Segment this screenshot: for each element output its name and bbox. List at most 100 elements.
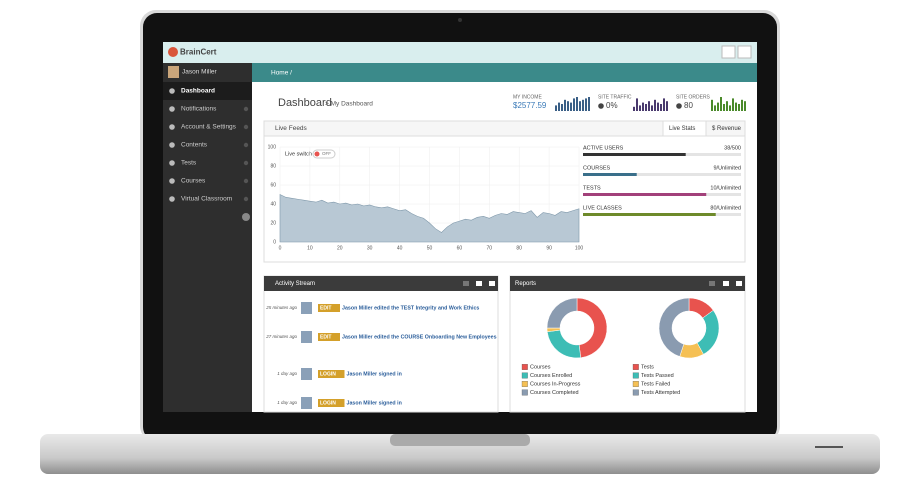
- legend-label: Tests Failed: [641, 381, 670, 387]
- stat-label: ACTIVE USERS: [583, 145, 624, 151]
- menu-item[interactable]: Notifications: [181, 106, 217, 113]
- avatar: [301, 302, 312, 314]
- avatar: [301, 368, 312, 380]
- menu-item[interactable]: Tests: [181, 160, 197, 167]
- tag-bg: [318, 399, 345, 407]
- indicator: [815, 446, 843, 448]
- stat-value: 0%: [606, 101, 618, 110]
- x-tick-label: 100: [575, 245, 584, 251]
- panel-control[interactable]: [489, 281, 495, 286]
- x-tick-label: 80: [516, 245, 522, 251]
- spark-bar: [633, 106, 635, 111]
- legend-label: Courses In-Progress: [530, 381, 581, 387]
- spark-bar: [570, 102, 572, 111]
- tab-active[interactable]: [662, 120, 707, 137]
- x-tick-label: 70: [487, 245, 493, 251]
- panel-control[interactable]: [476, 281, 482, 286]
- stat-icon: [598, 103, 604, 109]
- logo-icon: [168, 47, 178, 57]
- y-tick-label: 40: [270, 201, 276, 207]
- menu-button[interactable]: [737, 45, 752, 59]
- menu-icon: [169, 124, 175, 130]
- avatar: [301, 397, 312, 409]
- activity-header: [264, 276, 498, 291]
- reports-header: [510, 276, 745, 291]
- stat-label: COURSES: [583, 165, 611, 171]
- spark-bar: [579, 101, 581, 111]
- panel-title: Reports: [515, 281, 536, 287]
- activity-tag: EDIT: [320, 305, 331, 311]
- menu-item[interactable]: Courses: [181, 178, 206, 185]
- panel-control[interactable]: [709, 281, 715, 286]
- panel-control[interactable]: [463, 281, 469, 286]
- laptop-base: [40, 434, 880, 474]
- panel-title: Live Feeds: [275, 125, 308, 132]
- sidebar: [163, 63, 252, 412]
- legend-swatch: [521, 364, 528, 370]
- spark-bar: [741, 99, 743, 111]
- live-feeds-header: [263, 120, 746, 137]
- spark-bar: [636, 98, 638, 111]
- collapse-button[interactable]: [242, 213, 250, 221]
- activity-text: Jason Miller signed in: [347, 400, 402, 406]
- menu-icon: [169, 142, 175, 148]
- activity-time: 1 day ago: [277, 371, 297, 376]
- spark-bar: [663, 98, 665, 111]
- spark-bar: [639, 105, 641, 111]
- page-subtitle: > My Dashboard: [325, 101, 373, 108]
- breadcrumb-bar: [252, 63, 757, 82]
- stat-value: 10/Unlimited: [710, 185, 741, 191]
- x-tick-label: 40: [397, 245, 403, 251]
- legend-swatch: [632, 372, 639, 379]
- activity-tag: LOGIN: [320, 371, 336, 377]
- spark-bar: [729, 105, 731, 111]
- activity-text: Jason Miller edited the TEST Integrity a…: [342, 305, 479, 311]
- spark-bar: [585, 98, 587, 111]
- tab[interactable]: $ Revenue: [712, 126, 742, 132]
- panel-control[interactable]: [736, 281, 742, 286]
- area: [279, 194, 580, 243]
- spark-bar: [738, 104, 740, 111]
- y-tick-label: 0: [273, 239, 276, 245]
- spark-bar: [555, 105, 557, 111]
- menu-dot: [243, 124, 249, 130]
- menu-item[interactable]: Dashboard: [181, 88, 215, 95]
- x-tick-label: 90: [546, 245, 552, 251]
- tab[interactable]: Live Stats: [669, 126, 695, 132]
- stat-fill: [583, 173, 637, 176]
- spark-bar: [576, 97, 578, 111]
- legend-label: Tests: [641, 364, 654, 370]
- avatar: [301, 331, 312, 343]
- legend-label: Tests Attempted: [641, 390, 680, 396]
- logo: BrainCert: [180, 48, 217, 57]
- stat-fill: [583, 193, 707, 196]
- webcam: [458, 18, 462, 22]
- spark-bar: [657, 102, 659, 111]
- panel-title: Activity Stream: [275, 281, 315, 287]
- legend-swatch: [521, 381, 528, 387]
- activity-text: Jason Miller edited the COURSE Onboardin…: [342, 334, 497, 340]
- stat-track: [583, 173, 741, 176]
- menu-item[interactable]: Account & Settings: [181, 124, 237, 131]
- spark-bar: [564, 99, 566, 111]
- spark-bar: [744, 101, 746, 111]
- tag-bg: [318, 333, 340, 341]
- stat-label: SITE TRAFFIC: [598, 94, 632, 100]
- legend-label: Tests Passed: [641, 373, 674, 379]
- legend-swatch: [632, 381, 639, 387]
- activity-time: 1 day ago: [277, 400, 297, 405]
- activity-time: 27 minutes ago: [265, 334, 297, 339]
- spark-bar: [726, 101, 728, 111]
- stat-label: SITE ORDERS: [676, 94, 711, 100]
- legend-swatch: [521, 389, 528, 396]
- menu-item[interactable]: Virtual Classroom: [181, 196, 232, 203]
- panel-control[interactable]: [723, 281, 729, 286]
- y-tick-label: 60: [270, 182, 276, 188]
- legend-label: Courses Completed: [530, 390, 579, 396]
- activity-time: 25 minutes ago: [265, 305, 297, 310]
- switch-label: Live switch: [285, 151, 312, 157]
- menu-item[interactable]: Contents: [181, 142, 208, 149]
- y-tick-label: 80: [270, 163, 276, 169]
- exit-button[interactable]: [721, 45, 736, 59]
